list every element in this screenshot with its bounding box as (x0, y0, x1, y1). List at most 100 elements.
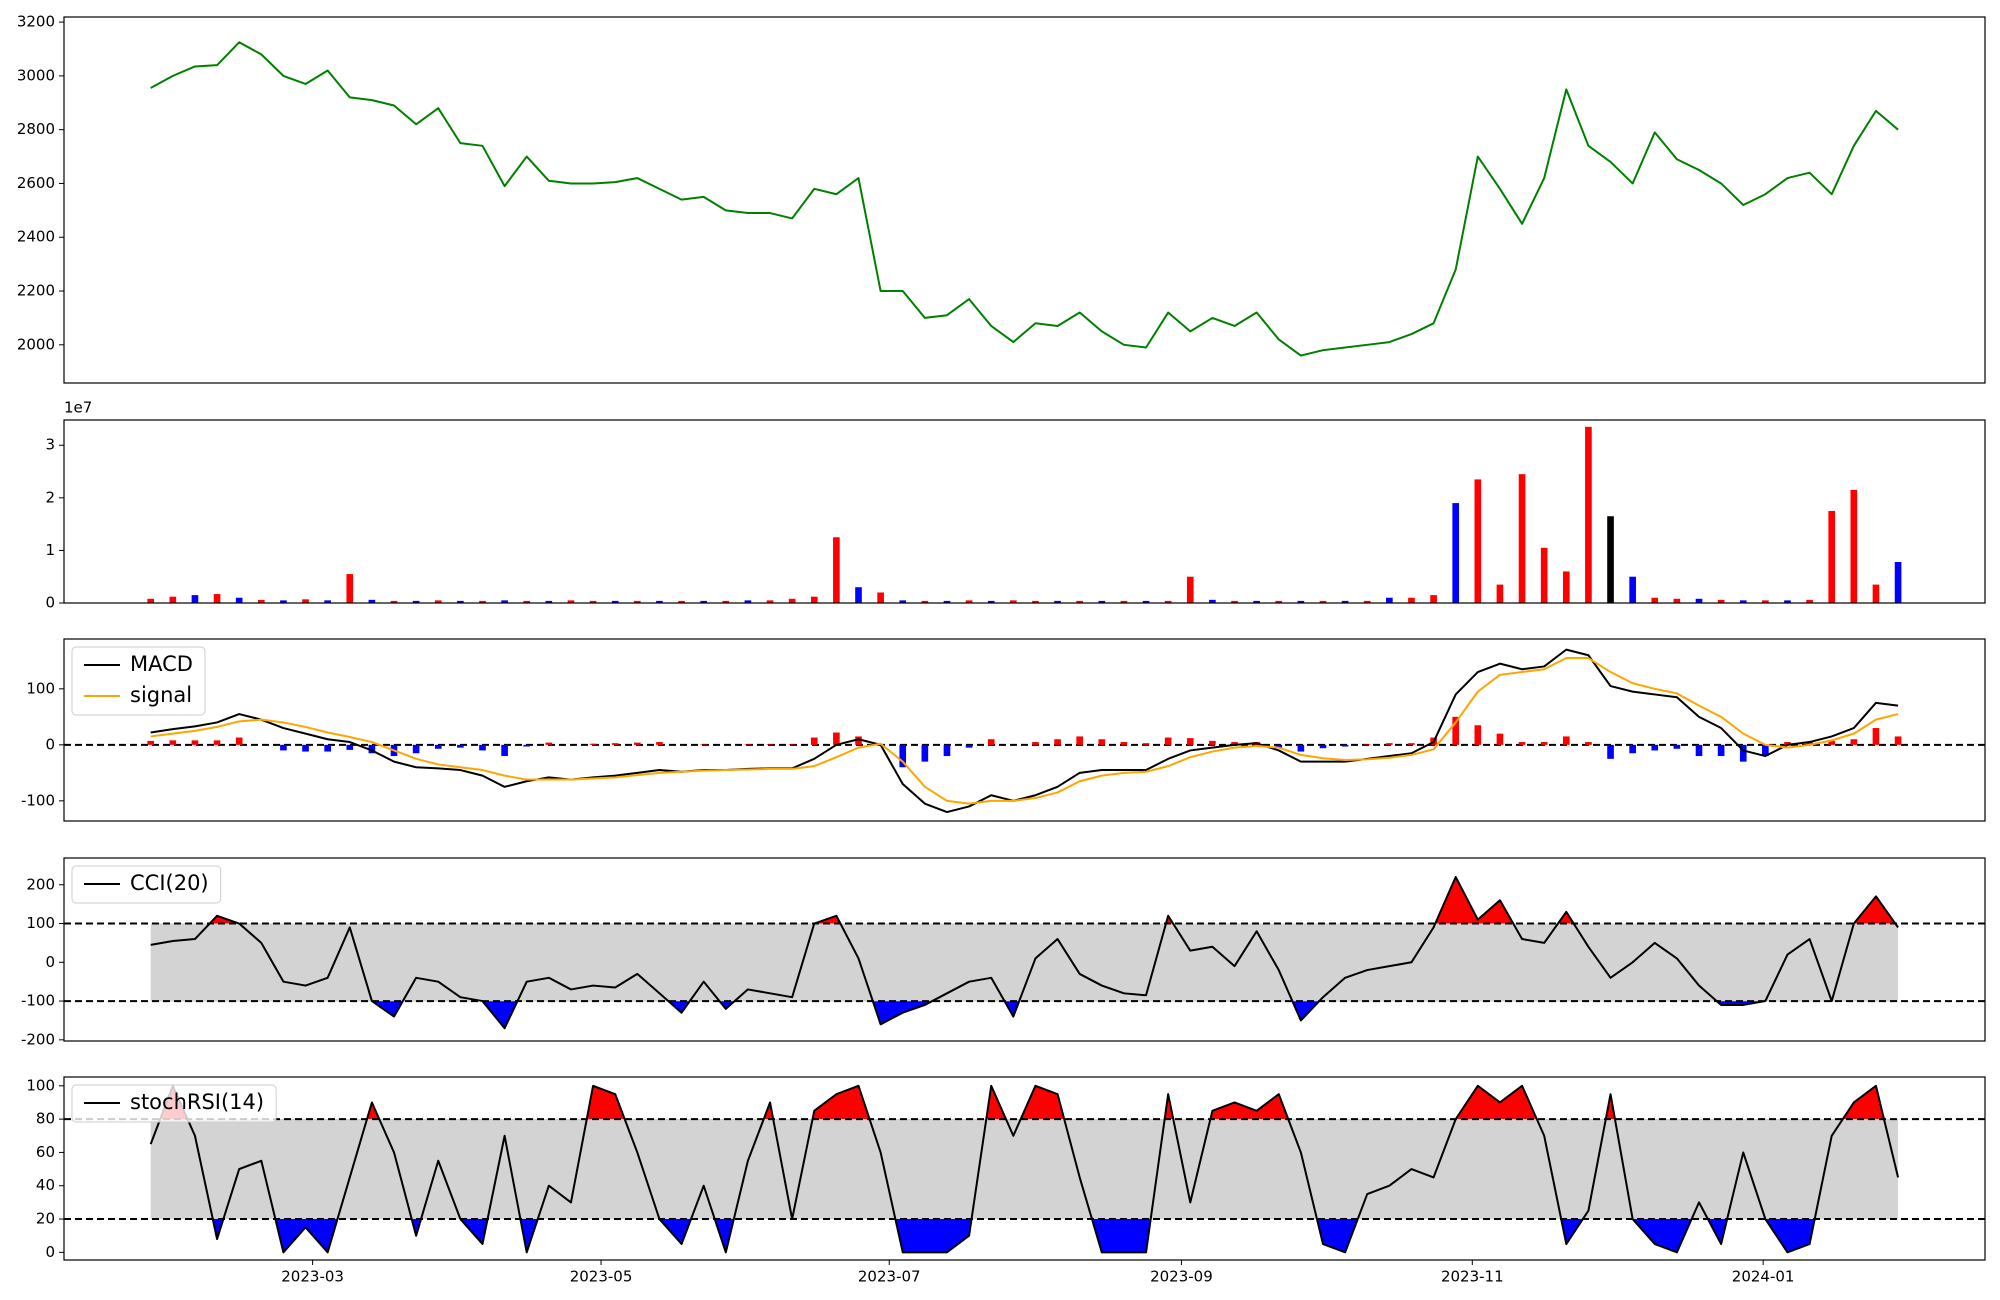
plot-area (64, 876, 1985, 1030)
histogram-bar (1806, 742, 1813, 745)
volume-bar (722, 600, 730, 603)
histogram-bar (1717, 744, 1725, 757)
histogram-bar (412, 744, 420, 754)
histogram-bar (523, 744, 531, 747)
volume-bar (1850, 489, 1858, 603)
volume-bar (1673, 598, 1681, 603)
volume-bar (1474, 479, 1482, 603)
volume-bar (899, 600, 907, 603)
histogram-bar (213, 740, 221, 745)
y-tick-label: 60 (36, 1143, 55, 1161)
y-tick-label: -100 (21, 992, 55, 1010)
histogram-bar (1341, 744, 1349, 747)
volume-bar (633, 600, 641, 603)
volume-bar (169, 596, 177, 603)
histogram-bar (1098, 739, 1106, 745)
histogram-bar (788, 744, 796, 745)
histogram-bar (987, 739, 995, 745)
histogram-bar (1828, 740, 1836, 745)
volume-bar (589, 600, 597, 603)
volume-bar (434, 600, 442, 603)
volume-bar (1319, 600, 1327, 603)
histogram-bar (1164, 737, 1172, 745)
series-line (150, 41, 1899, 357)
volume-bar (1164, 600, 1172, 603)
volume-bar (1784, 600, 1791, 603)
histogram-bar (611, 743, 619, 745)
histogram-bar (744, 744, 752, 745)
y-tick-label: 200 (26, 875, 55, 893)
volume-bar (1054, 600, 1061, 603)
volume-bar (368, 599, 376, 603)
volume-bar (1408, 597, 1415, 603)
volume-bar (1275, 600, 1283, 603)
volume-bar (833, 537, 840, 603)
volume-bar (788, 598, 796, 603)
histogram-bar (766, 744, 774, 745)
legend-box (71, 865, 222, 904)
axes-frame (63, 857, 1986, 1042)
axes-frame (63, 419, 1986, 604)
y-tick-label: 100 (26, 679, 55, 697)
legend-label: CCI(20) (130, 871, 209, 895)
volume-bar (987, 600, 995, 603)
histogram-bar (855, 736, 862, 745)
histogram-bar (943, 744, 951, 757)
volume-bar (965, 600, 973, 603)
histogram-bar (346, 744, 354, 750)
histogram-bar (1872, 728, 1880, 745)
volume-bar (147, 598, 155, 603)
x-tick-label: 2023-09 (1150, 1268, 1213, 1286)
histogram-bar (479, 744, 486, 751)
y-tick-label: 80 (36, 1110, 55, 1128)
y-tick-label: 2 (45, 488, 55, 506)
volume-bar (1386, 597, 1393, 603)
volume-bar (921, 600, 929, 603)
x-tick-label: 2023-07 (858, 1268, 921, 1286)
histogram-bar (1386, 743, 1393, 745)
oversold-fill (150, 1001, 1899, 1029)
legend-box (71, 1084, 277, 1123)
y-tick-label: -100 (21, 791, 55, 809)
volume-bar (678, 600, 685, 603)
plot-area (64, 648, 1985, 814)
histogram-bar (1850, 739, 1858, 745)
histogram-bar (1319, 744, 1327, 749)
volume-bar (302, 599, 309, 603)
histogram-bar (1275, 744, 1283, 748)
x-tick-label: 2023-03 (281, 1268, 344, 1286)
volume-bar (1341, 600, 1349, 603)
y-tick-label: 2400 (17, 228, 55, 246)
legend: MACD signal (71, 646, 206, 716)
volume-bar (1297, 600, 1305, 603)
histogram-bar (1784, 742, 1791, 745)
y-tick-label: 0 (45, 594, 55, 612)
volume-bar (390, 600, 398, 603)
volume-bar (1452, 503, 1460, 603)
y-tick-label: 0 (45, 1243, 55, 1261)
histogram-bar (1142, 743, 1150, 745)
volume-bar (479, 600, 486, 603)
histogram-bar (1363, 744, 1371, 745)
y-tick-label: 1 (45, 541, 55, 559)
y-tick-label: 3000 (17, 66, 55, 84)
volume-bar (1209, 599, 1216, 603)
volume-bar (346, 574, 354, 603)
histogram-bar (191, 740, 199, 745)
series-line (150, 876, 1899, 1030)
volume-bar (1562, 571, 1570, 603)
histogram-bar (1054, 739, 1061, 745)
histogram-bar (1186, 738, 1194, 745)
volume-bar (1585, 426, 1592, 603)
histogram-bar (1629, 744, 1636, 754)
volume-bar (1231, 600, 1238, 603)
volume-bar (457, 600, 464, 603)
x-tick-label: 2024-01 (1732, 1268, 1795, 1286)
volume-bar (1142, 600, 1150, 603)
axis-offset-text: 1e7 (64, 399, 92, 417)
y-tick-label: 2600 (17, 174, 55, 192)
plot-area (64, 1084, 1985, 1254)
histogram-bar (1607, 744, 1614, 759)
volume-bar (1076, 600, 1084, 603)
histogram-bar (457, 744, 464, 748)
